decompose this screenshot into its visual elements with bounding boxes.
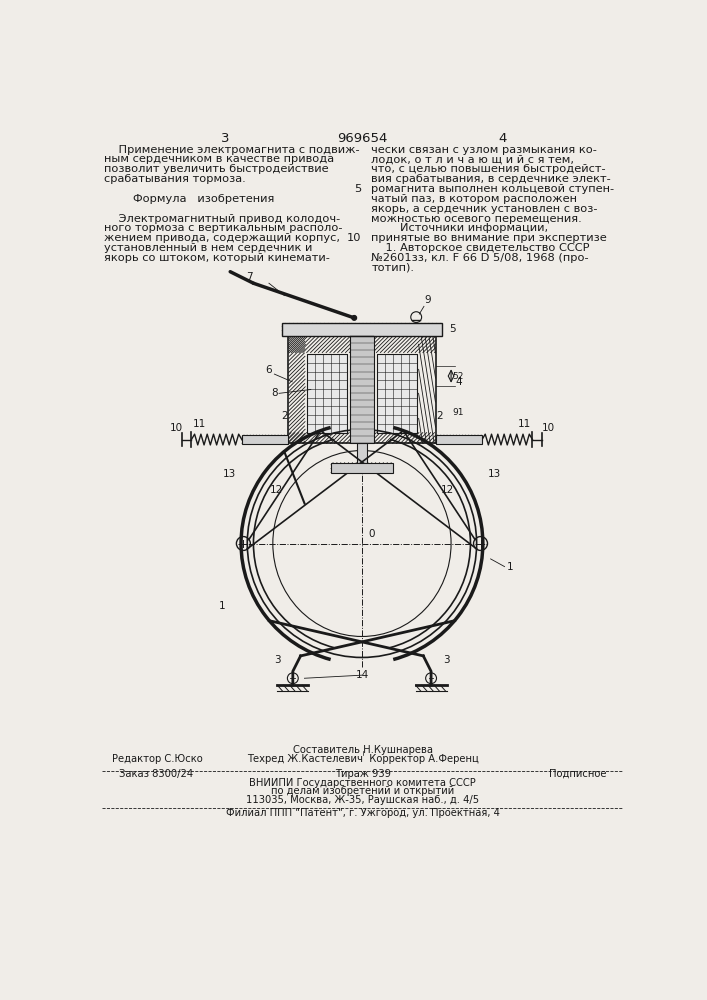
Text: ного тормоза с вертикальным располо-: ного тормоза с вертикальным располо- xyxy=(104,223,342,233)
Text: 3: 3 xyxy=(274,655,281,665)
Text: 5: 5 xyxy=(450,324,456,334)
Text: по делам изобретений и открытий: по делам изобретений и открытий xyxy=(271,786,455,796)
Text: чески связан с узлом размыкания ко-: чески связан с узлом размыкания ко- xyxy=(371,145,597,155)
Text: якорь со штоком, который кинемати-: якорь со штоком, который кинемати- xyxy=(104,253,329,263)
Text: ным сердечником в качестве привода: ным сердечником в качестве привода xyxy=(104,154,334,164)
Circle shape xyxy=(352,316,356,320)
Text: 91: 91 xyxy=(452,408,464,417)
Text: 7: 7 xyxy=(246,272,253,282)
Text: 10: 10 xyxy=(170,423,182,433)
Text: №2601зз, кл. F 66 D 5/08, 1968 (про-: №2601зз, кл. F 66 D 5/08, 1968 (про- xyxy=(371,253,589,263)
Text: Применение электромагнита с подвиж-: Применение электромагнита с подвиж- xyxy=(104,145,359,155)
Bar xyxy=(288,336,436,443)
Text: 52: 52 xyxy=(452,372,464,381)
Text: 113035, Москва, Ж-35, Раушская наб., д. 4/5: 113035, Москва, Ж-35, Раушская наб., д. … xyxy=(246,795,479,805)
Text: 4: 4 xyxy=(455,377,462,387)
Text: 11: 11 xyxy=(518,419,532,429)
Text: Техред Ж.Кастелевич  Корректор А.Ференц: Техред Ж.Кастелевич Корректор А.Ференц xyxy=(247,754,479,764)
Text: 1. Авторское свидетельство СССР: 1. Авторское свидетельство СССР xyxy=(371,243,590,253)
Text: 1: 1 xyxy=(507,562,513,572)
Text: что, с целью повышения быстродейст-: что, с целью повышения быстродейст- xyxy=(371,164,606,174)
Text: вия срабатывания, в сердечнике элект-: вия срабатывания, в сердечнике элект- xyxy=(371,174,611,184)
Bar xyxy=(436,435,482,444)
Text: чатый паз, в котором расположен: чатый паз, в котором расположен xyxy=(371,194,577,204)
Text: установленный в нем сердечник и: установленный в нем сердечник и xyxy=(104,243,312,253)
Text: 1: 1 xyxy=(218,601,225,611)
Text: Тираж 939: Тираж 939 xyxy=(334,769,391,779)
Text: Электромагнитный привод колодоч-: Электромагнитный привод колодоч- xyxy=(104,214,340,224)
Text: Источники информации,: Источники информации, xyxy=(371,223,549,233)
Text: Составитель Н.Кушнарева: Составитель Н.Кушнарева xyxy=(293,745,433,755)
Text: 10: 10 xyxy=(346,233,361,243)
Text: 5: 5 xyxy=(354,184,361,194)
Text: 12: 12 xyxy=(440,485,454,495)
Text: Филиал ППП "Патент", г. Ужгород, ул. Проектная, 4: Филиал ППП "Патент", г. Ужгород, ул. Про… xyxy=(226,808,500,818)
Text: 2: 2 xyxy=(436,411,443,421)
Bar xyxy=(242,435,288,444)
Text: 14: 14 xyxy=(356,670,368,680)
Text: 13: 13 xyxy=(488,469,501,479)
Bar xyxy=(331,463,393,473)
Bar xyxy=(282,323,442,336)
Text: срабатывания тормоза.: срабатывания тормоза. xyxy=(104,174,245,184)
Text: Подписное: Подписное xyxy=(549,769,606,779)
Text: Редактор С.Юско: Редактор С.Юско xyxy=(112,754,202,764)
Text: позволит увеличить быстродействие: позволит увеличить быстродействие xyxy=(104,164,329,174)
Text: 12: 12 xyxy=(270,485,284,495)
Text: Заказ 8300/24: Заказ 8300/24 xyxy=(119,769,194,779)
Text: 3: 3 xyxy=(221,132,230,145)
Bar xyxy=(307,354,347,433)
Bar xyxy=(351,336,373,443)
Text: ВНИИПИ Государственного комитета СССР: ВНИИПИ Государственного комитета СССР xyxy=(250,778,476,788)
Text: 10: 10 xyxy=(542,423,554,433)
Text: 6: 6 xyxy=(266,365,272,375)
Text: 9: 9 xyxy=(424,295,431,305)
Text: принятые во внимание при экспертизе: принятые во внимание при экспертизе xyxy=(371,233,607,243)
Text: якорь, а сердечник установлен с воз-: якорь, а сердечник установлен с воз- xyxy=(371,204,597,214)
Text: 2: 2 xyxy=(281,411,288,421)
Text: 4: 4 xyxy=(499,132,507,145)
Text: можностью осевого перемещения.: можностью осевого перемещения. xyxy=(371,214,582,224)
Text: Формула   изобретения: Формула изобретения xyxy=(104,194,274,204)
Text: жением привода, содержащий корпус,: жением привода, содержащий корпус, xyxy=(104,233,340,243)
Text: 11: 11 xyxy=(192,419,206,429)
Text: ромагнита выполнен кольцевой ступен-: ромагнита выполнен кольцевой ступен- xyxy=(371,184,614,194)
Text: 3: 3 xyxy=(443,655,450,665)
Text: 969654: 969654 xyxy=(337,132,388,145)
Text: 8: 8 xyxy=(271,388,278,398)
Text: лодок, о т л и ч а ю щ и й с я тем,: лодок, о т л и ч а ю щ и й с я тем, xyxy=(371,154,574,164)
Text: 0: 0 xyxy=(368,529,375,539)
Bar xyxy=(356,443,368,470)
Text: 13: 13 xyxy=(223,469,236,479)
Bar xyxy=(377,354,417,433)
Text: тотип).: тотип). xyxy=(371,263,414,273)
